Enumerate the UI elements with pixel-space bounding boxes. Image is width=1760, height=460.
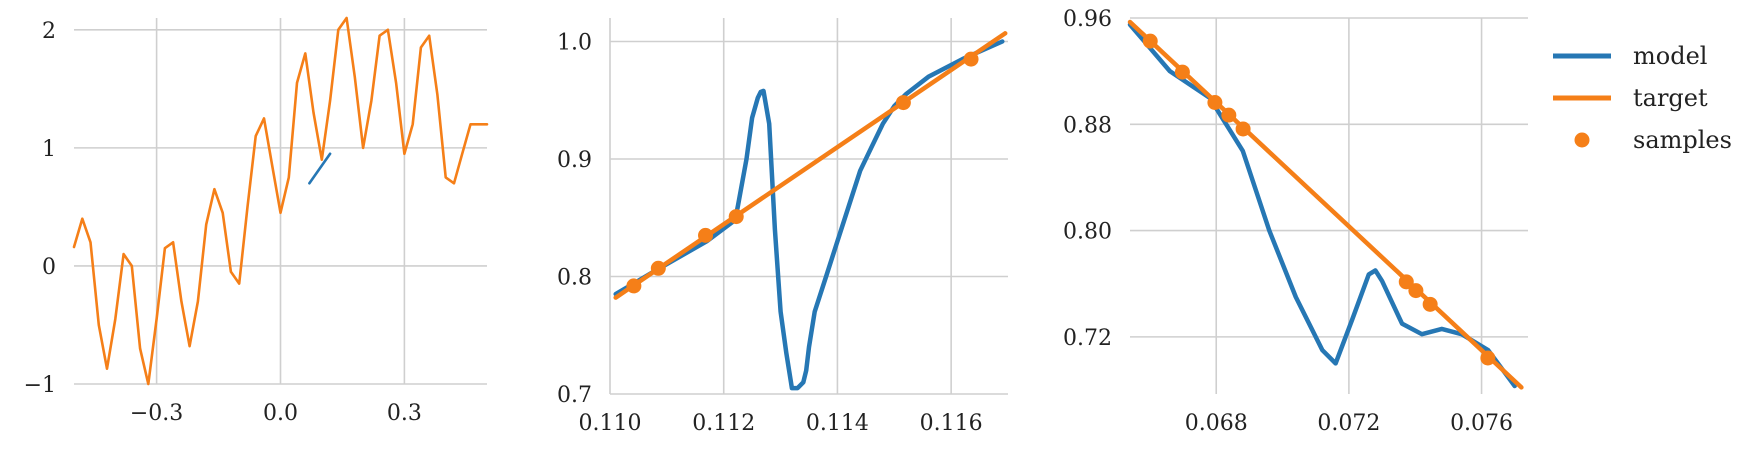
y-tick-label: 2 <box>42 19 56 44</box>
x-tick-label: 0.114 <box>806 411 869 436</box>
x-tick-label: −0.3 <box>130 401 183 426</box>
x-tick-label: 0.068 <box>1185 411 1248 436</box>
sample-point <box>1221 107 1237 123</box>
y-tick-label: 0.88 <box>1063 113 1112 138</box>
target-line <box>72 16 489 386</box>
sample-point <box>963 51 979 67</box>
y-tick-label: 0.7 <box>557 383 592 408</box>
sample-point <box>698 227 714 243</box>
y-tick-label: 0.8 <box>557 266 592 291</box>
sample-point <box>626 278 642 294</box>
legend-samples-marker <box>1574 132 1590 148</box>
sample-point <box>1398 274 1414 290</box>
sample-point <box>1207 95 1223 111</box>
sample-point <box>1408 283 1424 299</box>
x-tick-label: 0.0 <box>263 401 298 426</box>
sample-point <box>728 209 744 225</box>
model-line <box>613 39 1005 391</box>
y-tick-label: 0 <box>42 255 56 280</box>
legend-target-label: target <box>1633 84 1708 112</box>
y-tick-label: 0.72 <box>1063 326 1112 351</box>
panel-3: 0.068 0.072 0.076 0.72 0.80 0.88 0.96 <box>1063 7 1528 436</box>
x-tick-label: 0.3 <box>387 401 422 426</box>
y-tick-label: 0.96 <box>1063 7 1112 32</box>
y-tick-label: 0.80 <box>1063 220 1112 245</box>
legend-model-label: model <box>1633 42 1707 70</box>
panel-1: −0.3 0.0 0.3 −1 0 1 2 <box>24 16 489 426</box>
legend-samples-label: samples <box>1633 126 1732 154</box>
x-tick-label: 0.112 <box>692 411 755 436</box>
y-tick-label: −1 <box>24 373 56 398</box>
sample-point <box>1422 296 1438 312</box>
sample-point <box>1480 350 1496 366</box>
target-line <box>1127 19 1524 390</box>
model-line <box>308 152 332 185</box>
model-line <box>1127 22 1517 389</box>
x-tick-label: 0.072 <box>1317 411 1380 436</box>
x-tick-label: 0.110 <box>579 411 642 436</box>
x-tick-label: 0.116 <box>920 411 983 436</box>
panel-2: 0.110 0.112 0.114 0.116 0.7 0.8 0.9 1.0 <box>557 18 1008 436</box>
y-tick-label: 1 <box>42 137 56 162</box>
sample-point <box>1235 121 1251 137</box>
y-tick-label: 1.0 <box>557 31 592 56</box>
target-line <box>613 31 1008 300</box>
sample-point <box>1142 33 1158 49</box>
y-tick-label: 0.9 <box>557 148 592 173</box>
sample-point <box>1174 64 1190 80</box>
sample-point <box>650 260 666 276</box>
x-tick-label: 0.076 <box>1450 411 1513 436</box>
legend: model target samples <box>1553 42 1732 154</box>
sample-point <box>895 95 911 111</box>
